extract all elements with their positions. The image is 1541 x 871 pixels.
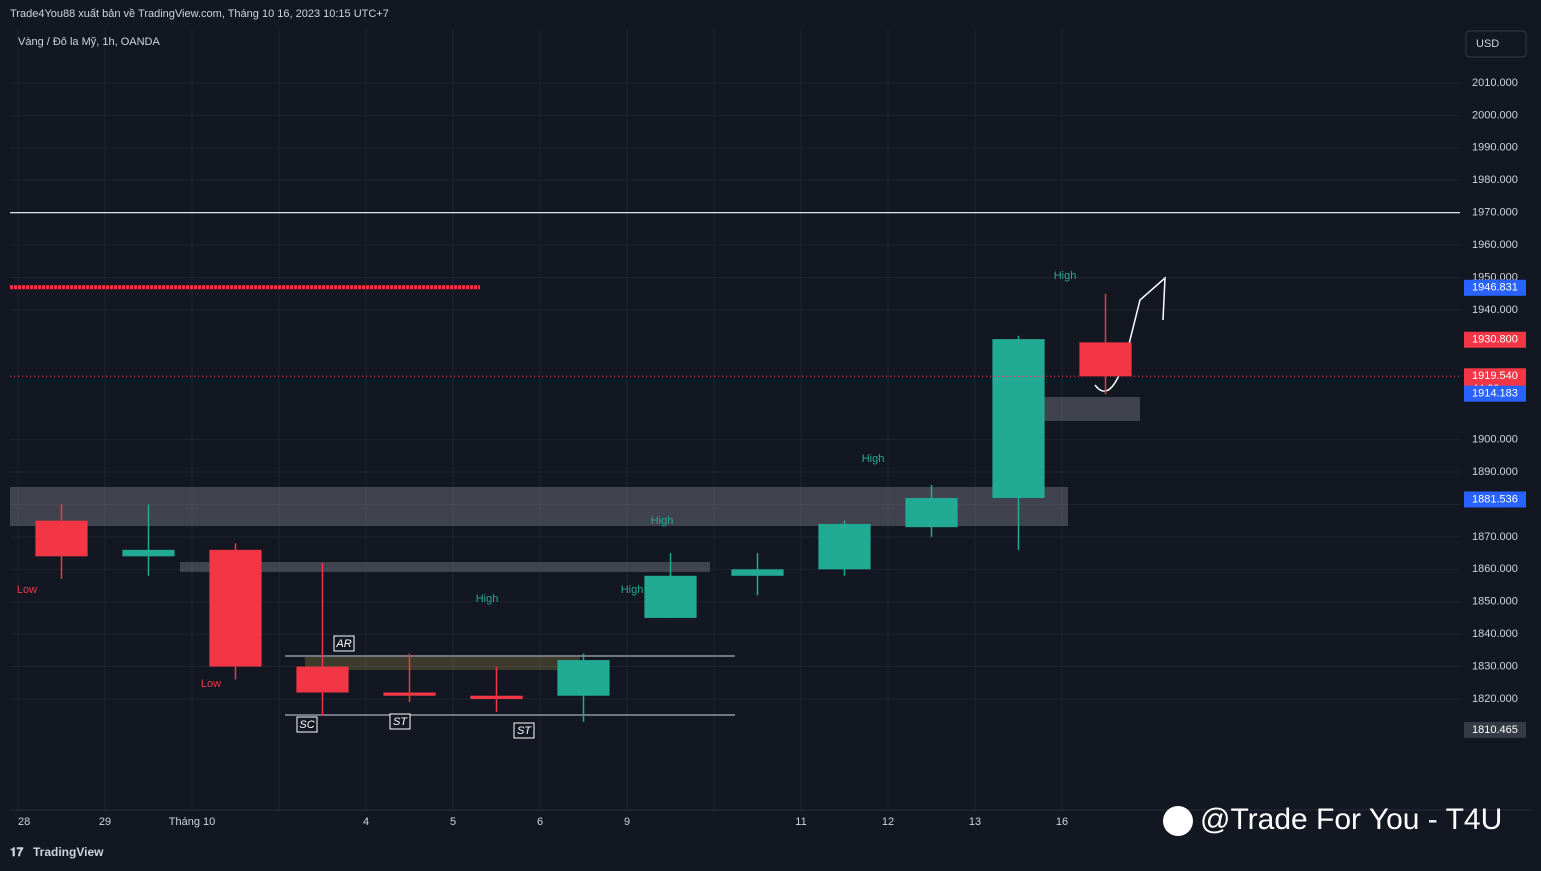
y-tick-label: 1890.000 <box>1472 466 1518 478</box>
zone <box>305 657 580 670</box>
price-label-box <box>1464 385 1526 402</box>
candle-body <box>818 523 871 570</box>
candle-body <box>209 549 262 667</box>
price-label-box <box>1464 331 1526 348</box>
candle-body <box>905 497 958 528</box>
x-tick-label: Tháng 10 <box>169 816 215 828</box>
annotation-box <box>333 635 355 652</box>
price-label-box <box>1464 491 1526 508</box>
x-tick-label: 11 <box>795 816 806 828</box>
candle-body <box>383 692 436 696</box>
annotation: High <box>621 584 644 596</box>
annotation: High <box>476 593 499 605</box>
annotation-box <box>389 713 411 730</box>
price-label: 1930.800 <box>1472 334 1518 346</box>
price-axis <box>1462 30 1541 810</box>
annotation: Low <box>17 584 37 596</box>
annotation: High <box>862 453 885 465</box>
logo: 𝟏𝟕 <box>10 845 24 859</box>
candle-body <box>1079 342 1132 377</box>
candle-body <box>470 695 523 699</box>
x-tick-label: 6 <box>537 816 543 828</box>
annotation: High <box>1054 270 1077 282</box>
y-tick-label: 1850.000 <box>1472 596 1518 608</box>
annotation: AR <box>335 638 351 650</box>
currency-button[interactable] <box>1465 30 1527 58</box>
price-label: 1946.831 <box>1472 282 1518 294</box>
price-label-box <box>1464 279 1526 296</box>
publisher: Trade4You88 xuất bản về TradingView.com,… <box>10 8 389 20</box>
y-tick-label: 1840.000 <box>1472 628 1518 640</box>
annotation: SC <box>299 719 314 731</box>
y-tick-label: 1940.000 <box>1472 304 1518 316</box>
x-tick-label: 12 <box>882 816 894 828</box>
facebook-icon <box>1163 806 1193 836</box>
price-label: 1919.540 <box>1472 370 1518 382</box>
projection-arrow <box>1094 276 1166 392</box>
annotation: ST <box>393 716 408 728</box>
symbol: Vàng / Đô la Mỹ, 1h, OANDA <box>18 36 160 48</box>
x-tick-label: 28 <box>18 816 30 828</box>
currency[interactable]: USD <box>1476 38 1499 50</box>
annotation: High <box>651 515 674 527</box>
x-tick-label: 4 <box>363 816 369 828</box>
candle-body <box>122 549 175 557</box>
candle-body <box>296 666 349 693</box>
y-tick-label: 1990.000 <box>1472 142 1518 154</box>
candle-body <box>644 575 697 618</box>
y-tick-label: 1820.000 <box>1472 693 1518 705</box>
watermark: @Trade For You - T4U <box>1200 803 1502 836</box>
x-tick-label: 9 <box>624 816 630 828</box>
x-tick-label: 5 <box>450 816 456 828</box>
x-tick-label: 16 <box>1056 816 1068 828</box>
zone <box>1041 397 1140 421</box>
annotation: ST <box>517 725 532 737</box>
y-tick-label: 2000.000 <box>1472 109 1518 121</box>
y-tick-label: 1980.000 <box>1472 174 1518 186</box>
y-tick-label: 1870.000 <box>1472 531 1518 543</box>
candle-body <box>731 569 784 576</box>
annotation: Low <box>201 678 221 690</box>
candle-body <box>557 660 610 696</box>
price-label: 1914.183 <box>1472 388 1518 400</box>
y-tick-label: 2010.000 <box>1472 77 1518 89</box>
y-tick-label: 1830.000 <box>1472 660 1518 672</box>
zone <box>180 562 710 572</box>
y-tick-label: 1900.000 <box>1472 434 1518 446</box>
x-tick-label: 13 <box>969 816 981 828</box>
annotation-box <box>513 722 535 739</box>
y-tick-label: 1970.000 <box>1472 207 1518 219</box>
price-label: 1881.536 <box>1472 493 1518 505</box>
candle-body <box>992 339 1045 498</box>
zone <box>10 487 1068 526</box>
price-label-box <box>1464 721 1526 738</box>
annotation-box <box>296 716 318 733</box>
y-tick-label: 1860.000 <box>1472 563 1518 575</box>
x-tick-label: 29 <box>99 816 111 828</box>
branding: TradingView <box>33 845 104 859</box>
price-label: 1810.465 <box>1472 724 1518 736</box>
candle-body <box>35 520 88 557</box>
y-tick-label: 1960.000 <box>1472 239 1518 251</box>
